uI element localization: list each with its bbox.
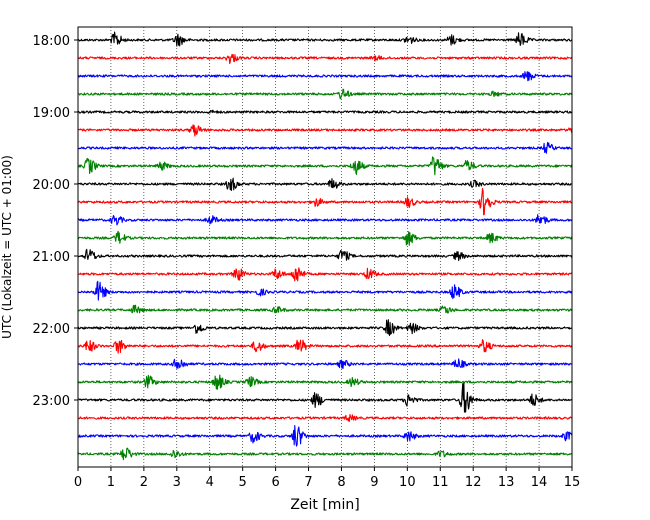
seismic-trace [77,31,573,47]
seismic-trace [77,88,573,100]
seismic-trace [77,339,573,354]
x-tick-label: 5 [239,475,247,490]
x-tick-label: 11 [432,475,449,490]
seismic-trace [77,425,573,447]
x-tick-label: 6 [271,475,279,490]
seismic-trace [77,141,573,154]
seismic-trace [77,267,573,282]
y-tick-label: 18:00 [33,34,70,49]
seismic-trace [77,71,573,82]
seismic-trace [77,280,573,301]
x-tick-label: 15 [564,475,581,490]
x-tick-label: 12 [465,475,482,490]
y-tick-label: 20:00 [33,178,70,193]
seismic-trace [77,156,573,176]
seismic-trace [77,374,573,390]
plot-frame [77,26,573,468]
x-tick-label: 2 [140,475,148,490]
x-tick-label: 8 [337,475,345,490]
y-axis-label: UTC (Lokalzeit = UTC + 01:00) [0,155,14,339]
x-tick-label: 7 [304,475,312,490]
seismic-trace [77,414,573,422]
x-tick-label: 13 [498,475,515,490]
seismic-trace [77,248,573,262]
seismic-trace [77,177,573,191]
x-tick-label: 10 [399,475,416,490]
y-tick-label: 19:00 [33,106,70,121]
y-tick-label: 21:00 [33,250,70,265]
x-axis-label: Zeit [min] [290,497,359,513]
x-tick-label: 4 [206,475,214,490]
x-tick-label: 14 [531,475,548,490]
seismic-trace [77,358,573,369]
y-tick-label: 23:00 [33,394,70,409]
seismic-trace [77,124,573,137]
seismic-trace [77,109,573,115]
seismic-trace [77,187,573,216]
grid-layer [110,27,540,467]
x-tick-label: 9 [370,475,378,490]
y-axis: 18:00 19:00 20:00 21:00 22:00 23:00 [33,34,78,409]
seismic-trace [77,214,573,226]
seismic-trace [77,382,573,413]
seismic-trace [77,304,573,314]
y-tick-label: 22:00 [33,322,70,337]
x-axis: 0 1 2 3 4 5 6 7 8 9 10 11 12 13 14 15 [74,467,580,490]
x-tick-label: 3 [173,475,181,490]
trace-layer [77,31,573,461]
seismic-trace [77,447,573,461]
seismic-trace [77,230,573,246]
x-tick-label: 1 [107,475,115,490]
seismic-trace [77,319,573,337]
x-tick-label: 0 [74,475,82,490]
seismic-trace [77,53,573,65]
